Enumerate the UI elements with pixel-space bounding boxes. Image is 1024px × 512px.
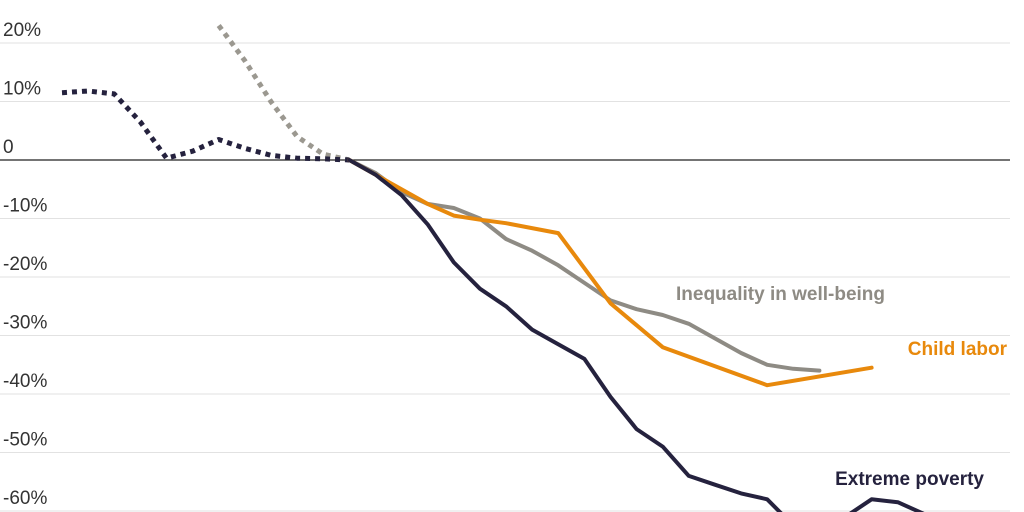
y-tick-label: -60% — [3, 488, 47, 509]
gridlines — [0, 42, 1010, 512]
y-tick-label: -40% — [3, 371, 47, 392]
y-tick-label: -50% — [3, 430, 47, 451]
y-tick-label: 0 — [3, 137, 14, 158]
series-label-extreme-poverty: Extreme poverty — [835, 469, 984, 490]
y-tick-label: 20% — [3, 20, 41, 41]
series-lines — [61, 24, 925, 512]
y-tick-label: -30% — [3, 313, 47, 334]
series-label-inequality-in-well-being: Inequality in well-being — [676, 284, 885, 305]
y-axis-ticks: 20% 10% 0 -10% -20% -30% -40% -50% -60% — [3, 20, 47, 509]
series-line-child-labor — [347, 158, 874, 388]
series-labels: Inequality in well-being Child labor Extre… — [676, 284, 1008, 490]
series-line-extreme-poverty — [347, 158, 925, 512]
y-tick-label: -20% — [3, 254, 47, 275]
series-label-child-labor: Child labor — [908, 339, 1008, 360]
y-tick-label: -10% — [3, 196, 47, 217]
series-line-inequality-in-well-being-projection — [216, 24, 350, 163]
y-tick-label: 10% — [3, 79, 41, 100]
